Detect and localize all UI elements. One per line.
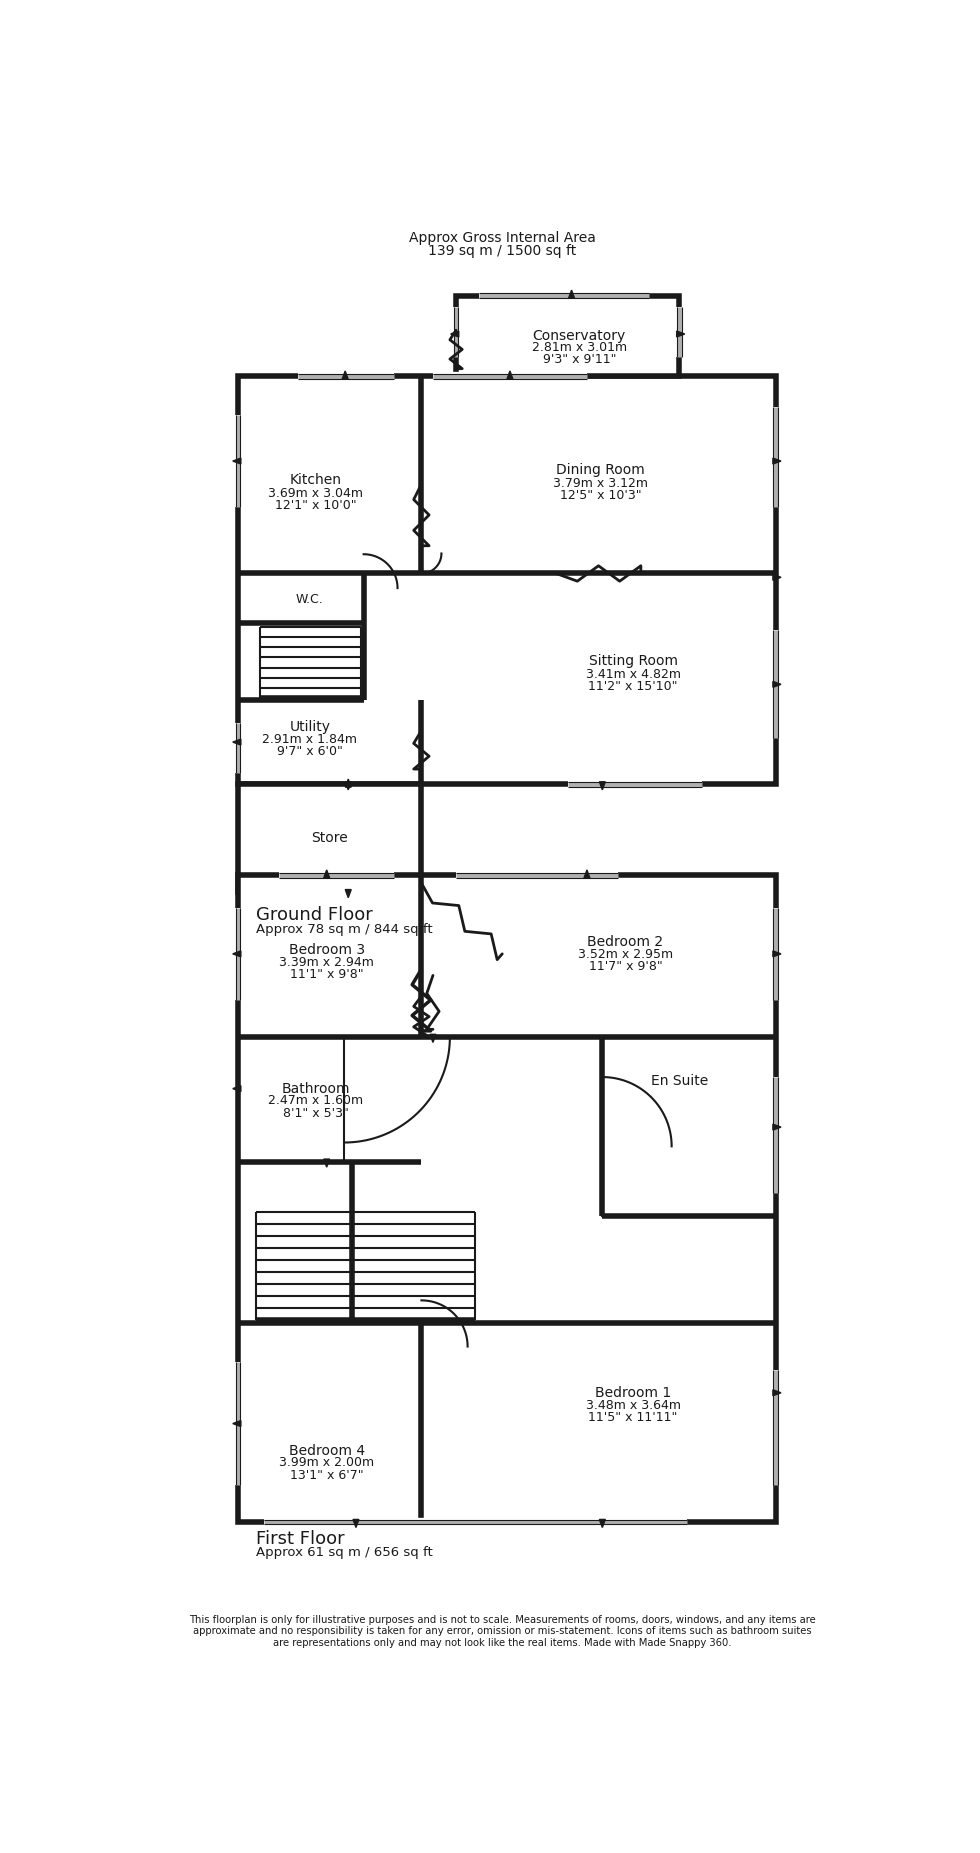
Polygon shape (584, 869, 590, 878)
Polygon shape (773, 1125, 781, 1130)
Polygon shape (600, 1519, 606, 1527)
Polygon shape (345, 889, 351, 897)
Text: 139 sq m / 1500 sq ft: 139 sq m / 1500 sq ft (428, 245, 576, 258)
Polygon shape (323, 869, 329, 878)
Text: 8'1" x 5'3": 8'1" x 5'3" (283, 1106, 349, 1119)
Text: 12'1" x 10'0": 12'1" x 10'0" (275, 498, 357, 511)
Polygon shape (345, 778, 351, 788)
Text: Utility: Utility (289, 719, 330, 734)
Polygon shape (507, 371, 513, 380)
Text: Bedroom 1: Bedroom 1 (595, 1386, 671, 1399)
Text: Conservatory: Conservatory (532, 328, 626, 343)
Text: 9'7" x 6'0": 9'7" x 6'0" (276, 745, 343, 758)
Text: 3.99m x 2.00m: 3.99m x 2.00m (279, 1456, 374, 1469)
Text: 2.47m x 1.60m: 2.47m x 1.60m (269, 1095, 364, 1108)
Text: 11'5" x 11'11": 11'5" x 11'11" (588, 1410, 678, 1423)
Text: W.C.: W.C. (296, 593, 323, 606)
Text: Approx 61 sq m / 656 sq ft: Approx 61 sq m / 656 sq ft (256, 1545, 432, 1558)
Text: 2.81m x 3.01m: 2.81m x 3.01m (532, 341, 627, 354)
Text: Approx Gross Internal Area: Approx Gross Internal Area (409, 232, 596, 245)
Text: Dining Room: Dining Room (557, 463, 645, 478)
Text: 3.79m x 3.12m: 3.79m x 3.12m (554, 476, 649, 489)
Polygon shape (773, 951, 781, 956)
Polygon shape (430, 1034, 436, 1043)
Polygon shape (773, 682, 781, 687)
Polygon shape (773, 1390, 781, 1395)
Polygon shape (451, 332, 459, 337)
Text: Bedroom 2: Bedroom 2 (587, 936, 663, 949)
Text: 13'1" x 6'7": 13'1" x 6'7" (290, 1469, 364, 1482)
Bar (238, 875, 775, 1521)
Text: Ground Floor: Ground Floor (256, 906, 372, 925)
Bar (456, 295, 679, 376)
Bar (238, 376, 775, 784)
Text: 11'7" x 9'8": 11'7" x 9'8" (589, 960, 662, 973)
Polygon shape (233, 1421, 241, 1427)
Text: Sitting Room: Sitting Room (589, 654, 677, 669)
Text: Approx 78 sq m / 844 sq ft: Approx 78 sq m / 844 sq ft (256, 923, 432, 936)
Text: Store: Store (312, 832, 348, 845)
Text: This floorplan is only for illustrative purposes and is not to scale. Measuremen: This floorplan is only for illustrative … (189, 1614, 815, 1647)
Text: Kitchen: Kitchen (290, 473, 342, 487)
Text: 11'1" x 9'8": 11'1" x 9'8" (290, 967, 364, 980)
Text: 3.41m x 4.82m: 3.41m x 4.82m (586, 667, 681, 680)
Text: 12'5" x 10'3": 12'5" x 10'3" (560, 489, 642, 502)
Polygon shape (676, 332, 685, 337)
Text: 3.69m x 3.04m: 3.69m x 3.04m (269, 487, 364, 500)
Text: Bathroom: Bathroom (281, 1082, 350, 1095)
Text: 3.52m x 2.95m: 3.52m x 2.95m (578, 949, 673, 962)
Bar (238, 784, 421, 893)
Text: 3.39m x 2.94m: 3.39m x 2.94m (279, 956, 374, 969)
Text: Bedroom 3: Bedroom 3 (289, 943, 365, 956)
Text: Bedroom 4: Bedroom 4 (289, 1443, 365, 1458)
Polygon shape (353, 1519, 359, 1527)
Text: 3.48m x 3.64m: 3.48m x 3.64m (586, 1399, 681, 1412)
Polygon shape (233, 458, 241, 463)
Polygon shape (233, 951, 241, 956)
Text: 11'2" x 15'10": 11'2" x 15'10" (588, 680, 678, 693)
Polygon shape (345, 782, 351, 789)
Polygon shape (342, 371, 348, 380)
Polygon shape (233, 739, 241, 745)
Polygon shape (568, 291, 574, 298)
Polygon shape (600, 782, 606, 789)
Polygon shape (773, 574, 781, 580)
Polygon shape (233, 1086, 241, 1091)
Text: 2.91m x 1.84m: 2.91m x 1.84m (263, 732, 358, 745)
Text: 9'3" x 9'11": 9'3" x 9'11" (543, 352, 616, 365)
Text: First Floor: First Floor (256, 1531, 345, 1547)
Polygon shape (773, 458, 781, 463)
Polygon shape (323, 1160, 329, 1167)
Text: En Suite: En Suite (651, 1075, 708, 1088)
